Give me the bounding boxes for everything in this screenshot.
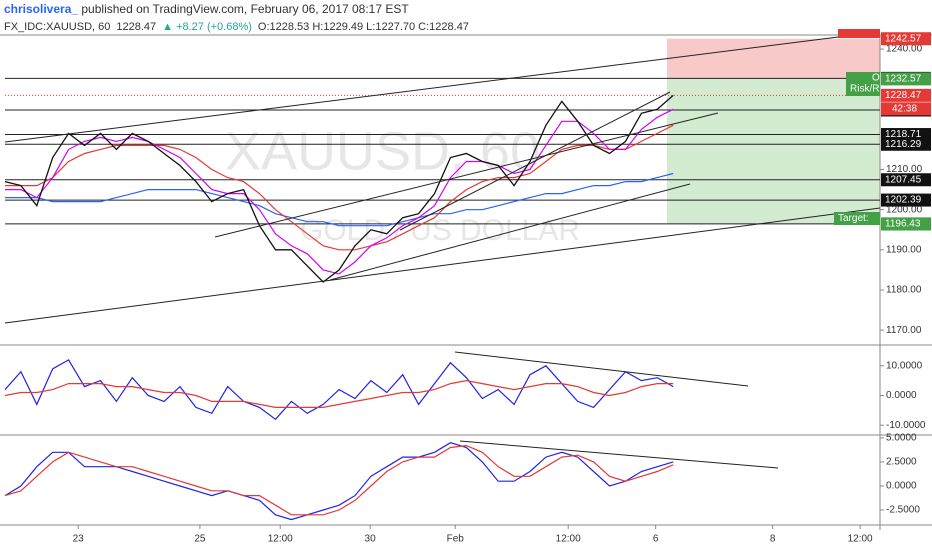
entry-tag [846,72,880,96]
x-tick-label: 12:00 [556,534,581,545]
level-box [881,137,931,151]
target-label: 1196.43 [885,219,921,230]
series-line [4,444,674,516]
last: 1228.47 [116,21,156,33]
symbol: FX_IDC:XAUUSD, 60 [4,21,110,33]
trend-line [399,91,671,231]
level-box [881,193,931,207]
plot [4,77,880,521]
axis: 1170.00 1180.00 1190.00 1200.00 1210.00 1240.… [73,29,931,545]
x-tick-label: 8 [770,534,776,545]
series-line [4,94,674,283]
open-text: O [872,73,880,84]
trend-line [329,183,691,281]
series-line [4,442,674,521]
x-tick-label: Feb [447,534,465,545]
y-tick-label: 10.0000 [886,360,923,371]
risk-text: Risk/R [850,84,879,95]
entry-label: 1232.57 [885,74,922,85]
y-tick-label: 1180.00 [886,285,922,296]
level-box [881,173,931,187]
series-line [5,172,674,227]
y-tick-label: 1170.00 [886,325,922,336]
x-tick-label: 25 [194,534,206,545]
target-zone [667,78,880,225]
series-line [4,379,674,408]
trend-lines [4,32,881,469]
y-tick-label: -10.0000 [886,420,926,431]
series-line [5,108,674,275]
stop-tag [838,29,880,38]
level-label: 1216.29 [885,139,922,150]
entry-box [881,72,931,86]
x-tick-label: 30 [365,534,377,545]
y-tick-label: 1200.00 [886,204,923,215]
x-tick-label: 12:00 [268,534,293,545]
author: chrisolivera_ [4,2,78,16]
y-tick-label: 1240.00 [886,44,923,55]
watermark: XAUUSD, 60 [225,121,540,181]
level-label: 1207.45 [885,174,922,185]
x-tick-label: 12:00 [848,534,873,545]
trend-line [454,351,749,387]
current-label: 1228.47 [885,90,922,101]
series-line [5,124,674,251]
target-tag [834,212,880,226]
symbol-line: FX_IDC:XAUUSD, 60 1228.47 ▲ +8.27 (+0.68%)… [4,21,469,33]
level-label: 1218.71 [885,129,922,140]
y-tick-label: 1210.00 [886,164,923,175]
header-line: chrisolivera_ published on TradingView.c… [4,2,409,16]
trend-line [459,440,779,469]
countdown-box [881,102,931,116]
watermark-sub: GOLD / US DOLLAR [300,214,580,247]
level-label: 1202.39 [885,195,922,206]
ohlc: O:1228.53 H:1229.49 L:1227.70 C:1228.47 [258,21,469,33]
y-tick-label: 2.5000 [886,457,917,468]
trend-line [214,112,719,238]
trend-line [4,207,881,324]
published: published on TradingView.com, February 0… [78,2,409,16]
stop-label: 1242.57 [885,33,922,44]
y-tick-label: 1190.00 [886,244,922,255]
series-line [4,359,674,421]
countdown: 42:38 [892,103,917,114]
stop-box [881,32,931,46]
x-tick-label: 6 [653,534,659,545]
background [0,34,932,530]
y-tick-label: 0.0000 [886,390,917,401]
x-tick-label: 23 [73,534,85,545]
current-box [881,88,931,102]
y-tick-label: 5.0000 [886,433,917,444]
trend-line [4,32,871,143]
target-box [881,217,931,231]
target-text: Target: [838,213,869,224]
y-tick-label: -2.5000 [886,505,920,516]
change: ▲ +8.27 (+0.68%) [162,21,252,33]
y-tick-label: 0.0000 [886,481,917,492]
